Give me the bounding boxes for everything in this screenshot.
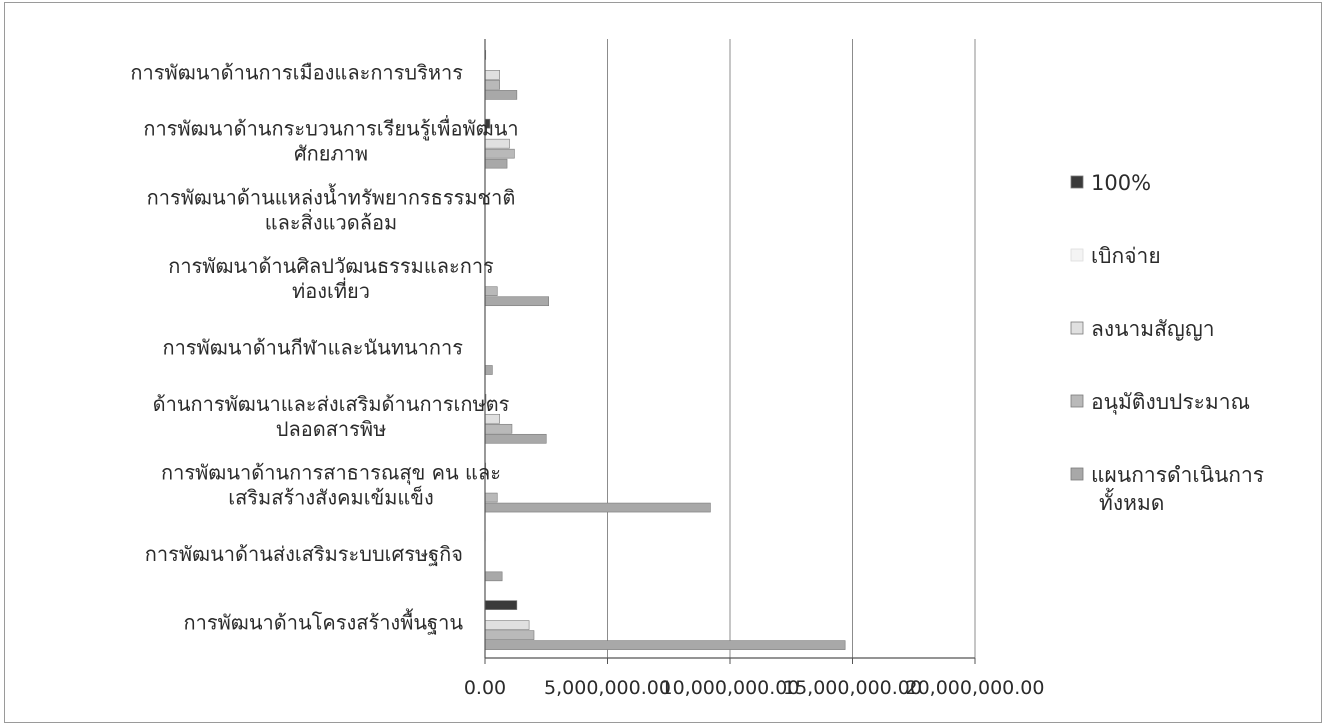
x-tick-label: 20,000,000.00 [905,677,1044,699]
category-label: และสิ่งแวดล้อม [265,208,397,234]
legend-swatch [1070,321,1084,335]
bar [484,70,500,80]
bar [484,492,498,503]
legend-label: แผนการดำเนินการ [1091,463,1264,487]
category-label: การพัฒนาด้านส่งเสริมระบบเศรษฐกิจ [145,542,463,566]
x-tick-label: 10,000,000.00 [660,677,799,699]
bar [484,571,503,582]
bar [484,502,711,513]
category-label: เสริมสร้างสังคมเข้มแข็ง [228,485,433,510]
legend-label: เบิกจ่าย [1091,244,1161,268]
x-tick-label: 15,000,000.00 [783,677,922,699]
legend-label: 100% [1091,171,1151,195]
category-label: ท่องเที่ยว [292,277,370,303]
category-label: การพัฒนาด้านการสาธารณสุข คน และ [161,461,501,486]
bar [484,158,508,169]
legend-swatch [1070,394,1084,408]
axes [484,39,976,664]
bar [484,365,493,375]
bar [484,286,498,297]
category-label: ปลอดสารพิษ [276,417,387,441]
category-label: การพัฒนาด้านโครงสร้างพื้นฐาน [184,609,464,635]
category-label: ด้านการพัฒนาและส่งเสริมด้านการเกษตร [153,392,510,416]
legend: 100% เบิกจ่ายลงนามสัญญาอนุมัติงบประมาณแผน… [1070,171,1264,515]
category-labels: การพัฒนาด้านการเมืองและการบริหารการพัฒนา… [130,60,518,634]
bar [484,148,515,159]
x-tick-labels: 0.00 5,000,000.0010,000,000.0015,000,000.… [464,677,1045,699]
category-label: การพัฒนาด้านกระบวนการเรียนรู้เพื่อพัฒนา [143,115,518,142]
legend-swatch [1070,248,1084,262]
bar-chart: การพัฒนาด้านการเมืองและการบริหารการพัฒนา… [130,39,1264,699]
bar [484,433,547,444]
bar [484,620,530,630]
bar [484,296,550,307]
x-tick-label: 0.00 [464,677,506,699]
legend-label: อนุมัติงบประมาณ [1091,390,1250,415]
legend-label-line2: ทั้งหมด [1099,488,1164,515]
bar [484,640,846,650]
x-tick-label: 5,000,000.00 [544,677,671,699]
category-label: การพัฒนาด้านกีฬาและนันทนาการ [162,336,463,360]
legend-swatch [1070,467,1084,481]
legend-label: ลงนามสัญญา [1091,317,1215,341]
bar [484,630,535,640]
bar [484,80,500,90]
chart-frame: การพัฒนาด้านการเมืองและการบริหารการพัฒนา… [4,2,1322,723]
category-label: ศักยภาพ [294,142,368,166]
bar [484,90,518,100]
gridlines [607,39,976,658]
bar [484,600,518,610]
category-label: การพัฒนาด้านศิลปวัฒนธรรมและการ [168,254,494,278]
category-label: การพัฒนาด้านการเมืองและการบริหาร [130,60,463,84]
bar [484,423,513,434]
bars [484,50,846,650]
category-label: การพัฒนาด้านแหล่งน้ำทรัพยากรธรรมชาติ [147,183,516,209]
legend-swatch [1070,175,1084,189]
